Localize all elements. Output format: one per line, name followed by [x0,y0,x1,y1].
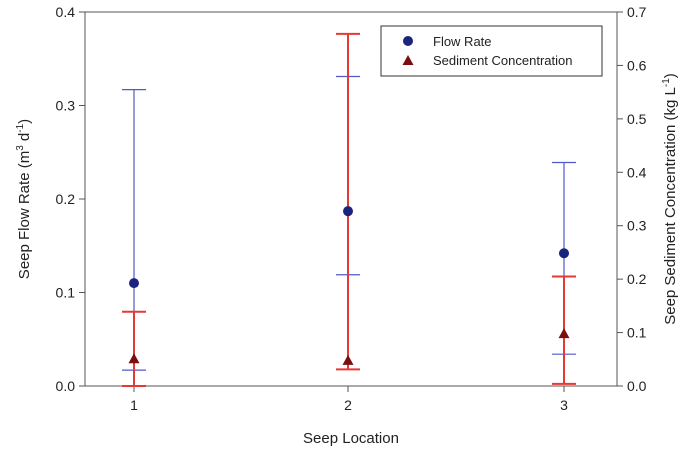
x-tick-label: 1 [130,397,138,413]
y-tick-label: 0.3 [56,98,76,114]
y-tick-label: 0.4 [56,4,76,20]
flow-rate-point [129,278,139,289]
y2-tick-label: 0.0 [627,378,647,394]
y2-tick-label: 0.6 [627,57,647,73]
y2-axis-label-sup1: -1 [661,78,672,87]
y2-axis-label-base: Seep Sediment Concentration (kg L [662,87,679,325]
y-axis-label: Seep Flow Rate (m3 d-1) [15,119,33,279]
x-tick-label: 2 [344,397,352,413]
y-tick-label: 0.0 [56,378,76,394]
y2-tick-label: 0.1 [627,325,647,341]
left-y-ticks: 0.0 0.1 0.2 0.3 0.4 [56,4,85,394]
legend-flow-rate-label: Flow Rate [433,34,492,49]
sediment-point [128,353,140,364]
flow-rate-point [559,248,569,259]
flow-rate-point [343,206,353,217]
sediment-point [558,328,570,339]
y2-tick-label: 0.7 [627,4,647,20]
legend-box [380,25,603,77]
y-axis-label-end: ) [16,119,33,124]
x-axis-label: Seep Location [303,430,399,447]
x-ticks: 1 2 3 [130,386,568,413]
legend: Flow Rate Sediment Concentration [380,25,603,77]
error-bars [122,32,576,387]
y-tick-label: 0.1 [56,285,76,301]
legend-sediment-marker [402,55,414,65]
right-y-ticks: 0.0 0.1 0.2 0.3 0.4 0.5 0.6 0.7 [617,4,647,394]
y2-axis-label: Seep Sediment Concentration (kg L-1) [661,73,679,325]
y-axis-label-sup1: 3 [15,145,26,151]
y2-tick-label: 0.5 [627,111,647,127]
y2-tick-label: 0.2 [627,271,647,287]
y2-tick-label: 0.3 [627,218,647,234]
legend-sediment-label: Sediment Concentration [433,53,572,68]
y-axis-label-sup2: -1 [15,123,26,132]
y-axis-label-base: Seep Flow Rate (m [16,151,33,279]
data-markers [128,206,570,365]
sediment-point [342,354,354,365]
legend-flow-rate-marker [403,36,413,46]
y-tick-label: 0.2 [56,191,76,207]
y-axis-label-mid: d [16,133,33,146]
y2-tick-label: 0.4 [627,164,647,180]
y2-axis-label-end: ) [662,73,679,78]
x-tick-label: 3 [560,397,568,413]
